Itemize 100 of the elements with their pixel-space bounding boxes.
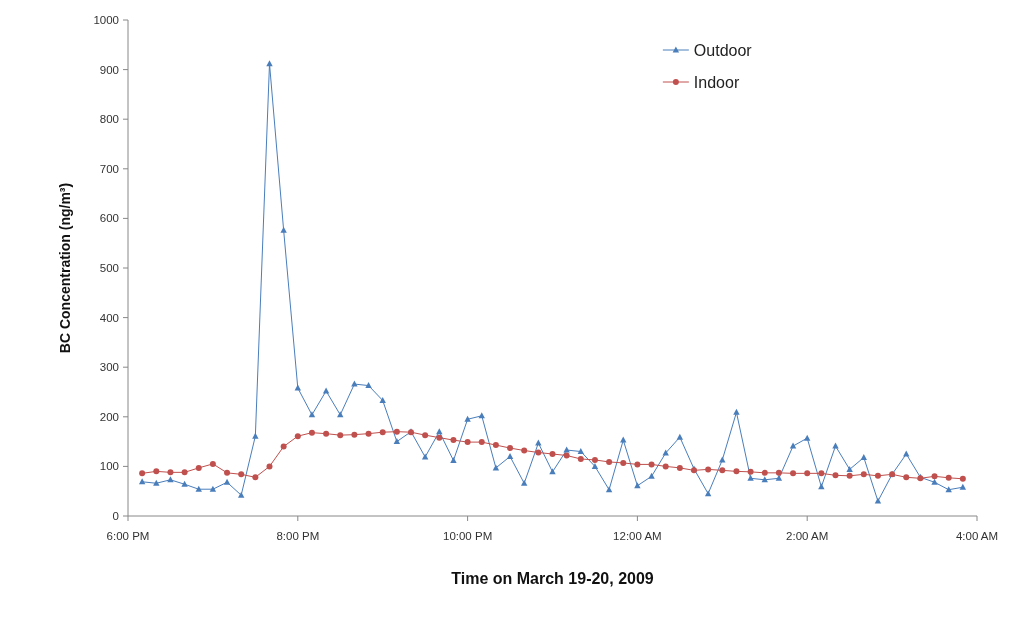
point — [577, 448, 584, 455]
point — [252, 432, 259, 439]
point — [591, 456, 598, 463]
y-tick-label: 100 — [99, 460, 119, 473]
point — [818, 470, 825, 477]
point — [167, 476, 174, 483]
x-tick-label: 6:00 PM — [106, 530, 150, 542]
point — [832, 472, 839, 479]
point — [138, 478, 146, 485]
point — [634, 461, 641, 468]
point — [521, 479, 528, 486]
x-tick-label: 10:00 PM — [442, 530, 493, 542]
point — [436, 428, 443, 435]
point — [308, 411, 316, 418]
point — [620, 459, 627, 466]
point — [959, 483, 967, 490]
point — [747, 474, 754, 481]
point — [379, 396, 386, 403]
point — [450, 456, 457, 463]
point — [549, 451, 556, 457]
point — [775, 469, 782, 476]
point — [775, 474, 783, 481]
y-tick-label: 800 — [99, 113, 119, 126]
y-tick-label: 300 — [99, 361, 119, 374]
point — [492, 442, 499, 449]
x-tick-label: 12:00 AM — [613, 530, 662, 542]
point — [860, 471, 867, 478]
point — [945, 486, 952, 493]
point — [322, 387, 330, 394]
point — [860, 453, 867, 460]
point — [563, 452, 570, 459]
point — [464, 439, 471, 446]
x-tick-label: 2:00 AM — [786, 530, 829, 542]
point — [959, 475, 966, 482]
point — [605, 486, 613, 493]
y-tick-label: 0 — [112, 510, 119, 523]
x-axis-title: Time on March 19-20, 2009 — [451, 570, 654, 587]
point — [521, 447, 528, 454]
point — [577, 455, 584, 462]
point — [308, 429, 315, 436]
point — [507, 445, 514, 452]
point — [761, 469, 768, 476]
point — [195, 485, 202, 492]
y-axis-title: BC Concentration (ng/m³) — [57, 182, 73, 354]
point — [436, 434, 443, 441]
point — [323, 430, 330, 437]
point — [379, 429, 386, 436]
point — [351, 380, 358, 387]
point — [337, 432, 344, 439]
point — [280, 443, 287, 450]
point — [931, 478, 938, 485]
point — [591, 462, 599, 469]
y-tick-label: 700 — [99, 162, 119, 175]
point — [606, 458, 613, 465]
point — [662, 463, 669, 470]
point — [238, 471, 245, 478]
point — [789, 442, 797, 449]
point — [903, 474, 910, 481]
y-tick-label: 900 — [99, 63, 119, 76]
point — [195, 464, 202, 471]
point — [733, 408, 740, 415]
point — [704, 490, 712, 497]
point — [790, 470, 797, 477]
point — [393, 438, 401, 445]
point — [280, 226, 287, 233]
point — [549, 468, 556, 475]
point — [846, 472, 853, 479]
point — [238, 491, 245, 498]
point — [450, 437, 457, 444]
point — [181, 469, 188, 476]
point — [733, 468, 740, 475]
point — [224, 469, 231, 476]
point — [139, 470, 146, 477]
point — [903, 450, 910, 457]
point — [181, 480, 188, 487]
point — [846, 465, 853, 472]
point — [874, 472, 881, 479]
point — [634, 482, 641, 489]
legend-label: Indoor — [693, 73, 740, 91]
point — [705, 466, 712, 473]
x-tick-label: 8:00 PM — [276, 530, 320, 542]
y-tick-label: 200 — [99, 410, 119, 423]
point — [266, 60, 273, 67]
point — [153, 468, 160, 475]
point — [676, 464, 683, 471]
point — [804, 470, 811, 477]
point — [209, 485, 217, 492]
point — [167, 469, 174, 476]
point — [464, 415, 471, 422]
point — [422, 432, 429, 439]
point — [478, 439, 485, 446]
point — [223, 478, 231, 485]
point — [804, 434, 811, 441]
point — [365, 430, 372, 437]
point — [676, 433, 684, 440]
point — [535, 449, 542, 456]
point — [535, 439, 542, 446]
legend-label: Outdoor — [693, 41, 753, 59]
point — [393, 428, 400, 435]
y-tick-label: 400 — [99, 311, 119, 324]
